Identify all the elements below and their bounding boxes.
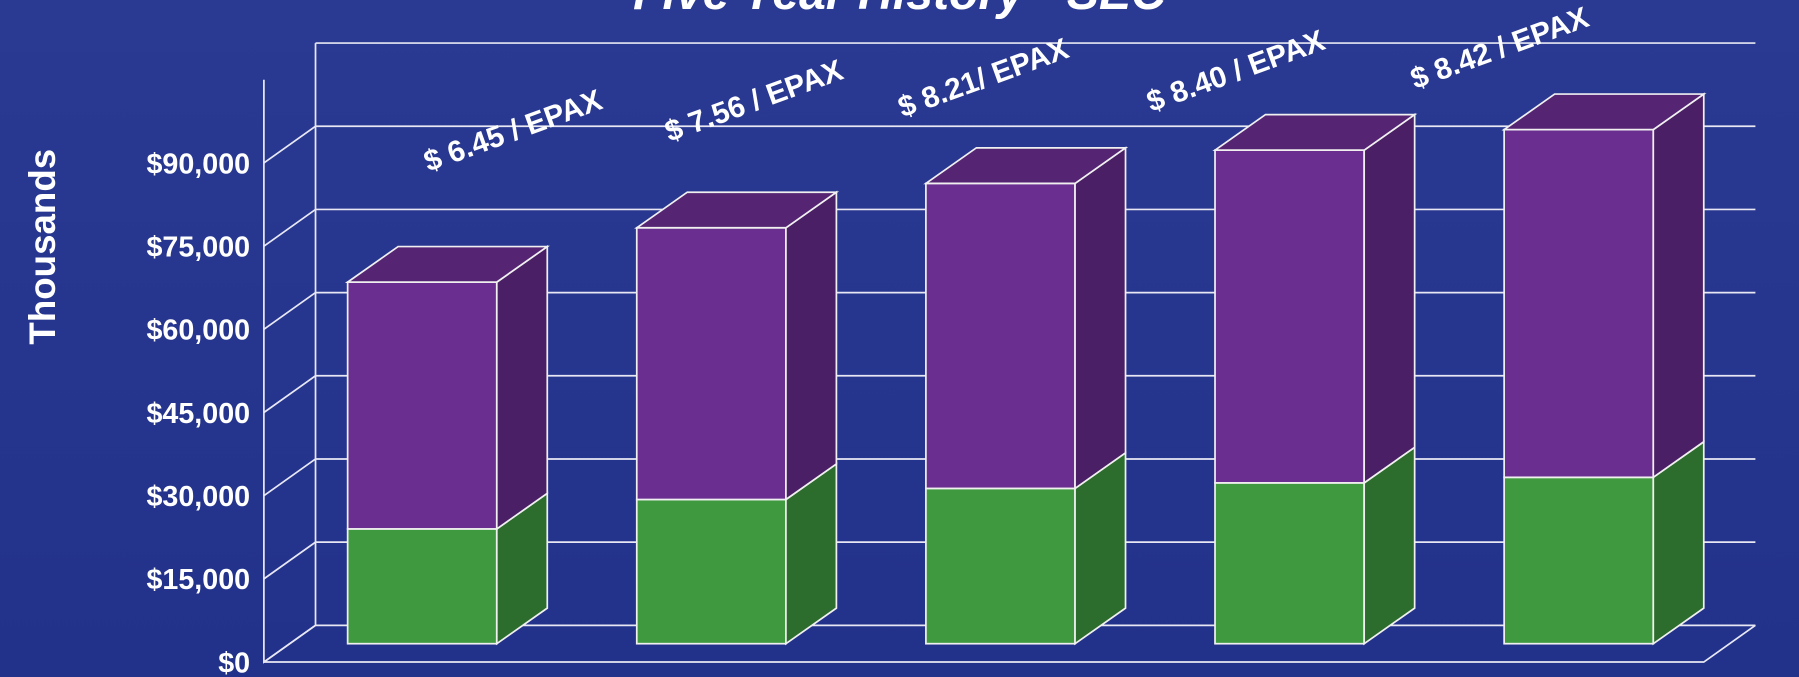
y-tick-label: $0 [218,647,250,677]
y-tick-label: $75,000 [146,231,250,263]
chart-title: Five Year History - SEC [633,0,1167,20]
y-tick-label: $15,000 [146,564,250,596]
y-tick-label: $90,000 [146,148,250,180]
bar-top [634,191,840,229]
y-axis-label: Thousands [22,149,63,345]
bar-side [1363,112,1416,485]
bar-top [1212,113,1418,152]
bar-top [1501,93,1707,131]
y-tick-label: $60,000 [146,315,250,347]
y-tick-label: $45,000 [146,398,250,430]
bar-side [495,244,549,531]
y-tick-label: $30,000 [146,481,250,513]
bar-front [1214,149,1366,484]
bar-top [923,146,1129,185]
floor-frame [263,624,1756,663]
bar-side [785,190,838,502]
bar-front [635,226,787,501]
bar-front [1503,128,1655,479]
bar-top [344,245,550,283]
bar-front [346,528,498,645]
bar-side [1652,92,1705,479]
bar-front [346,281,498,530]
bar-front [925,487,1076,645]
bar-front [925,182,1076,490]
bar-front [1214,482,1366,645]
bar-front [1503,476,1655,645]
bar-front [635,498,787,645]
bar-side [1074,146,1127,491]
